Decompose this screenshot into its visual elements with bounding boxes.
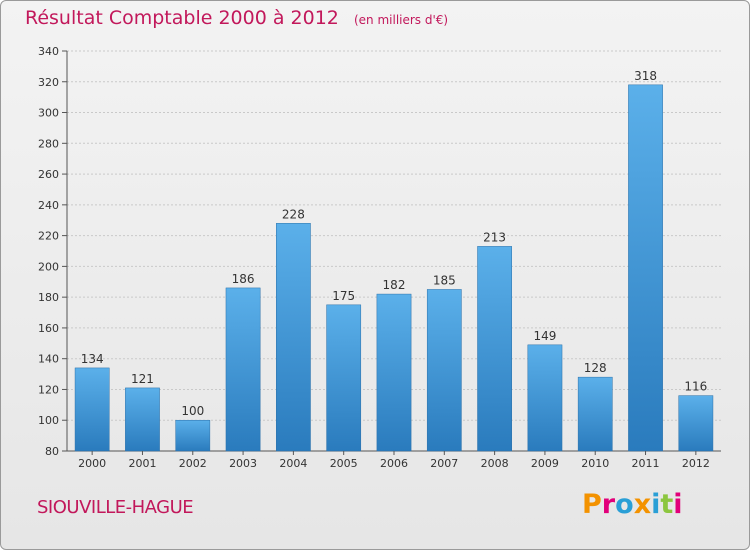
x-tick-label: 2011 (632, 457, 660, 470)
x-tick-label: 2000 (78, 457, 106, 470)
y-tick-label: 200 (38, 260, 59, 273)
bar (225, 287, 261, 452)
bar-value-label: 318 (634, 69, 657, 83)
y-tick-label: 80 (45, 445, 59, 458)
x-tick-label: 2009 (531, 457, 559, 470)
y-tick-label: 180 (38, 291, 59, 304)
y-tick-label: 300 (38, 107, 59, 120)
bar-value-label: 185 (433, 273, 456, 287)
y-tick-label: 220 (38, 230, 59, 243)
bar (577, 376, 613, 452)
bar-value-label: 182 (383, 278, 406, 292)
y-tick-label: 100 (38, 414, 59, 427)
bar-value-label: 134 (81, 352, 104, 366)
x-tick-label: 2003 (229, 457, 257, 470)
bar (527, 344, 563, 452)
logo-letter: P (582, 489, 602, 520)
logo-letter: i (673, 489, 683, 520)
y-tick-label: 260 (38, 168, 59, 181)
bar (276, 223, 311, 452)
y-tick-label: 140 (38, 353, 59, 366)
x-tick-label: 2002 (179, 457, 207, 470)
y-tick-label: 120 (38, 383, 59, 396)
y-tick-label: 160 (38, 322, 59, 335)
bar-value-label: 100 (181, 404, 204, 418)
bar-value-label: 175 (332, 289, 355, 303)
y-tick-label: 240 (38, 199, 59, 212)
bar-value-label: 228 (282, 207, 305, 221)
bar (628, 84, 663, 452)
y-tick-label: 320 (38, 76, 59, 89)
bar (376, 293, 412, 452)
bar-value-label: 121 (131, 372, 154, 386)
bar (477, 246, 512, 452)
x-tick-label: 2004 (279, 457, 307, 470)
bar-value-label: 186 (232, 272, 255, 286)
bar-value-label: 213 (483, 230, 506, 244)
bar (175, 419, 211, 452)
x-tick-label: 2012 (682, 457, 710, 470)
x-tick-label: 2010 (581, 457, 609, 470)
x-tick-label: 2006 (380, 457, 408, 470)
proxiti-logo: Proxiti (582, 489, 683, 520)
y-tick-label: 280 (38, 137, 59, 150)
bar (74, 367, 110, 452)
bar (326, 304, 362, 452)
chart-title: Résultat Comptable 2000 à 2012 (25, 7, 339, 29)
logo-letter: o (615, 489, 634, 520)
bar (125, 387, 160, 452)
logo-letter: i (651, 489, 661, 520)
logo-letter: t (660, 489, 674, 520)
x-tick-label: 2007 (430, 457, 458, 470)
bar (678, 395, 714, 452)
x-tick-label: 2008 (481, 457, 509, 470)
title-row: Résultat Comptable 2000 à 2012 (en milli… (25, 7, 448, 29)
bar (426, 289, 462, 452)
x-tick-label: 2005 (330, 457, 358, 470)
chart-subtitle: (en milliers d'€) (353, 13, 449, 27)
logo-letter: r (601, 489, 616, 520)
bar-value-label: 149 (533, 329, 556, 343)
y-tick-label: 340 (38, 45, 59, 58)
commune-name: SIOUVILLE-HAGUE (37, 497, 194, 518)
bar-value-label: 128 (584, 361, 607, 375)
bar-value-label: 116 (684, 380, 707, 394)
x-tick-label: 2001 (128, 457, 156, 470)
logo-letter: x (633, 489, 652, 520)
